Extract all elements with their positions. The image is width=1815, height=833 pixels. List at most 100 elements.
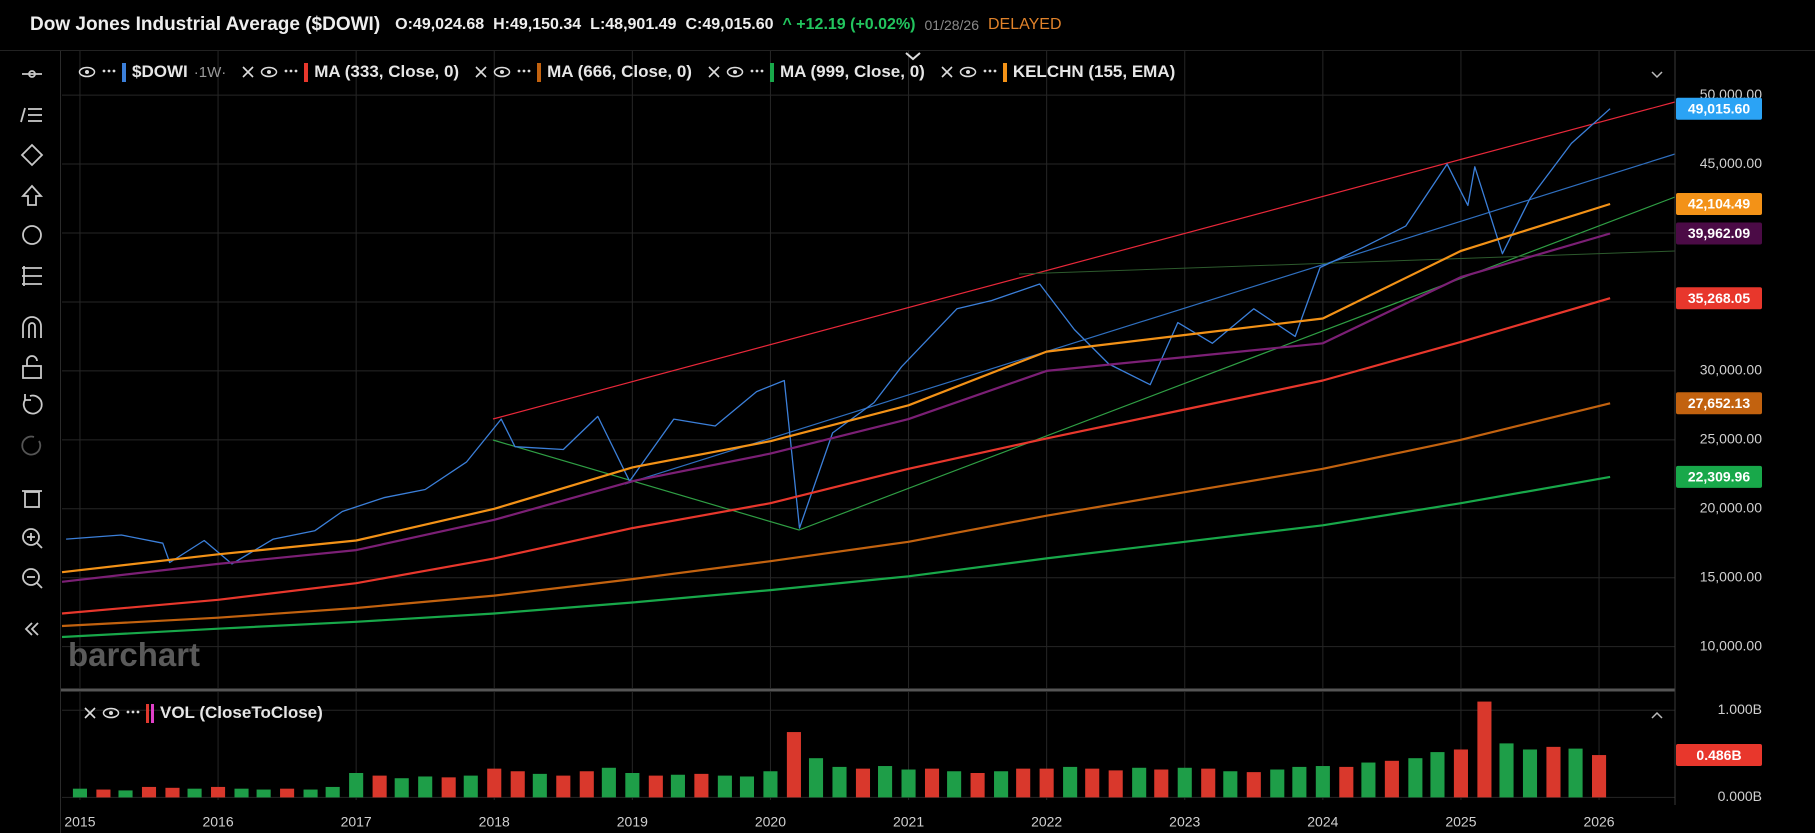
- collapse-chevron[interactable]: [905, 52, 921, 61]
- icon-dot: [983, 69, 987, 73]
- last-value-label: 49,015.60: [1688, 100, 1750, 116]
- x-tick-label: 2017: [341, 814, 372, 830]
- icon-dot: [527, 69, 531, 73]
- dots-icon[interactable]: [102, 66, 116, 78]
- y-tick-label: 20,000.00: [1700, 499, 1762, 515]
- y-tick-label: 15,000.00: [1700, 568, 1762, 584]
- volume-bar: [372, 775, 387, 798]
- dots-icon[interactable]: [517, 66, 531, 78]
- zoom-out-tool[interactable]: [22, 568, 43, 589]
- shapes-tool[interactable]: [20, 143, 44, 167]
- volume-bar: [1177, 767, 1192, 798]
- low-price: L:48,901.49: [590, 16, 677, 33]
- crosshair-tool[interactable]: [22, 70, 42, 78]
- close-icon[interactable]: [941, 66, 953, 78]
- reset-tool[interactable]: [22, 394, 43, 415]
- delete-tool[interactable]: [22, 490, 42, 508]
- volume-bar: [901, 769, 916, 798]
- lock-tool[interactable]: [22, 355, 42, 379]
- redo-tool[interactable]: [21, 435, 42, 456]
- x-tick-label: 2025: [1445, 814, 1476, 830]
- volume-bar: [1270, 769, 1285, 798]
- icon-stroke: [941, 66, 953, 78]
- icon-dot: [760, 69, 764, 73]
- icon-dot: [131, 710, 135, 714]
- legend-swatch: [537, 62, 542, 82]
- eye-icon[interactable]: [493, 66, 511, 78]
- eye-icon[interactable]: [959, 66, 977, 78]
- icon-dot: [112, 69, 116, 73]
- fib-tool[interactable]: [22, 266, 42, 286]
- icon-stroke: [726, 66, 744, 78]
- close-icon[interactable]: [242, 66, 254, 78]
- close-icon[interactable]: [475, 66, 487, 78]
- volume-bar: [1546, 746, 1561, 798]
- data-layer: [61, 108, 1611, 798]
- lines-tool[interactable]: [20, 107, 42, 123]
- close-price: C:49,015.60: [685, 16, 774, 33]
- last-value-box: [1676, 287, 1762, 310]
- volume-bar: [1246, 772, 1261, 798]
- swatch-bar: [151, 703, 154, 723]
- eye-icon[interactable]: [102, 707, 120, 719]
- volume-bar: [325, 786, 340, 798]
- dots-icon[interactable]: [750, 66, 764, 78]
- last-value-label: 0.486B: [1696, 747, 1741, 763]
- collapse-toolbar[interactable]: [24, 622, 39, 636]
- zoom-in-tool[interactable]: [22, 528, 43, 549]
- volume-legend: VOL (CloseToClose): [84, 703, 333, 723]
- last-value-label: 22,309.96: [1688, 469, 1750, 485]
- legend-label: MA (666, Close, 0): [547, 62, 692, 81]
- legend-swatch: [146, 703, 154, 723]
- last-value-box: [1676, 465, 1762, 488]
- last-value-box: [1676, 97, 1762, 120]
- volume-bar: [187, 788, 202, 798]
- volume-bar: [579, 771, 594, 798]
- eye-icon[interactable]: [726, 66, 744, 78]
- open-price: O:49,024.68: [395, 16, 485, 33]
- pane-menu[interactable]: [1651, 711, 1663, 719]
- dots-icon[interactable]: [126, 707, 140, 719]
- trend-line: [624, 153, 1676, 485]
- pane-menu[interactable]: [1651, 71, 1663, 79]
- volume-bar: [280, 788, 295, 798]
- x-tick-label: 2016: [202, 814, 233, 830]
- volume-bar: [141, 786, 157, 798]
- volume-bar: [1499, 743, 1514, 798]
- indicator-line: [61, 232, 1611, 583]
- x-tick-label: 2015: [64, 814, 95, 830]
- volume-bar: [532, 773, 547, 798]
- counter-tool[interactable]: [22, 225, 42, 245]
- y-tick-label: 10,000.00: [1700, 637, 1762, 653]
- icon-dot: [500, 70, 505, 74]
- eye-icon[interactable]: [260, 66, 278, 78]
- eye-icon[interactable]: [78, 66, 96, 78]
- arrow-tool[interactable]: [20, 184, 44, 206]
- magnet-tool[interactable]: [22, 316, 42, 338]
- volume-bar: [234, 788, 249, 798]
- volume-bar: [211, 786, 226, 798]
- icon-dot: [988, 69, 992, 73]
- close-icon[interactable]: [84, 707, 96, 719]
- price-legend: $DOWI ·1W· MA (333, Close, 0) MA (666, Clos…: [78, 62, 1185, 82]
- icon-dot: [136, 710, 140, 714]
- y-tick-label: 1.000B: [1718, 701, 1762, 717]
- icon-stroke: [959, 66, 977, 78]
- legend-label: MA (999, Close, 0): [779, 62, 925, 81]
- volume-bar: [832, 766, 847, 798]
- quote-date: 01/28/26: [924, 17, 980, 33]
- volume-bar: [72, 788, 87, 798]
- dots-icon[interactable]: [983, 66, 997, 78]
- volume-bar: [165, 787, 180, 798]
- icon-dot: [732, 70, 737, 74]
- icon-stroke: [475, 66, 487, 78]
- close-icon[interactable]: [708, 66, 720, 78]
- dots-icon[interactable]: [284, 66, 298, 78]
- legend-item: MA (666, Close, 0): [475, 62, 692, 82]
- volume-bar: [786, 732, 801, 798]
- indicator-line: [61, 297, 1611, 615]
- legend-swatch: [769, 62, 774, 82]
- legend-item: $DOWI ·1W·: [78, 62, 226, 82]
- icon-stroke: [102, 707, 120, 719]
